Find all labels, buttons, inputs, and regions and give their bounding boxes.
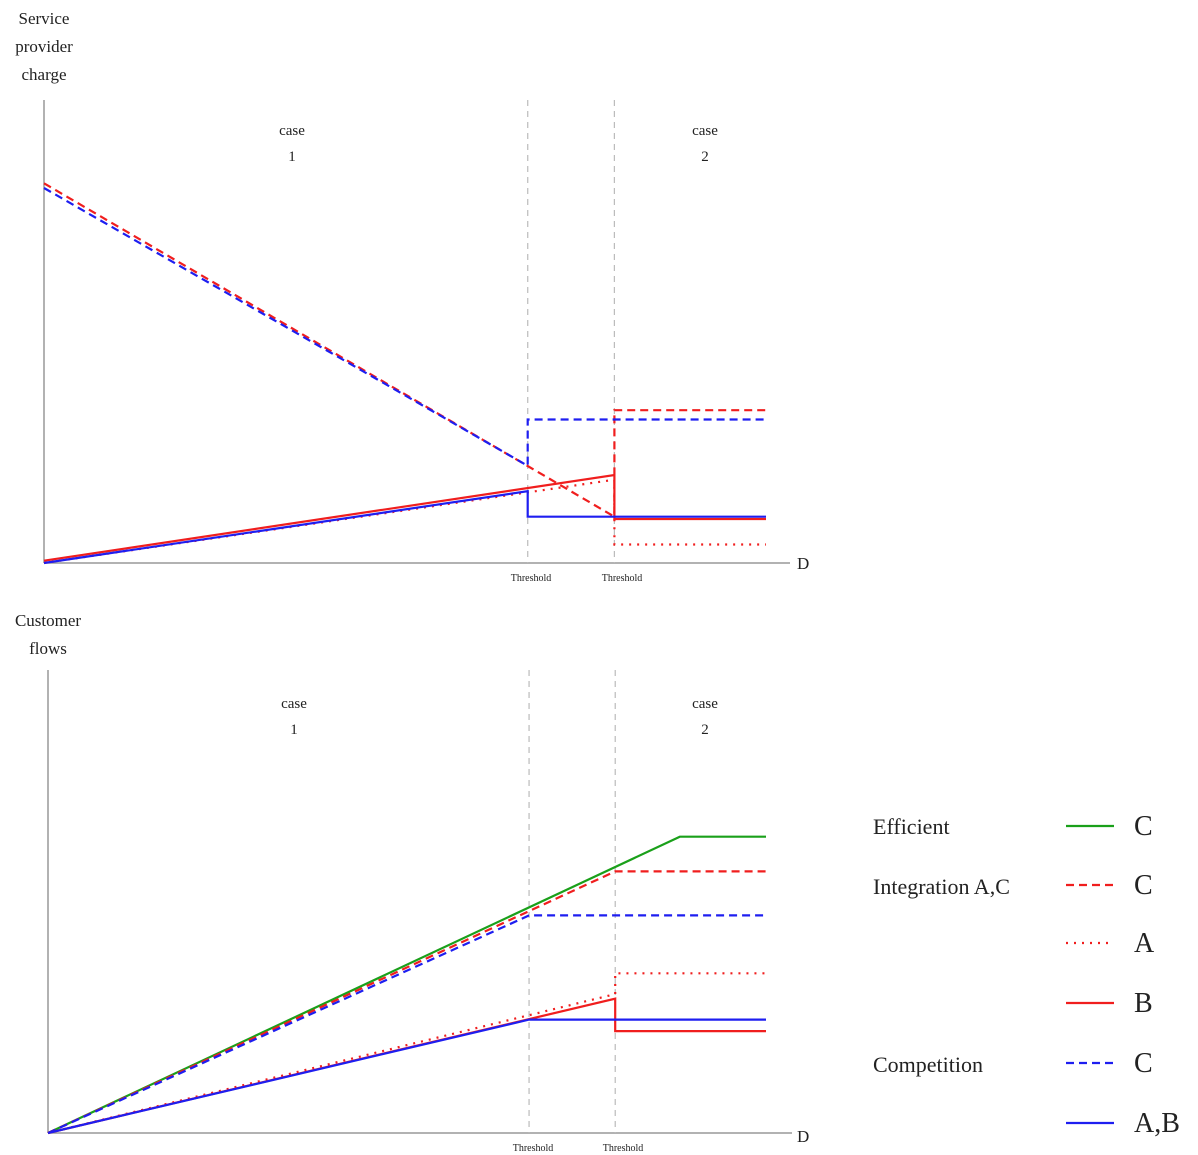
y-axis-label: Customer flows [15, 611, 81, 658]
y-axis-label-line: Customer [15, 611, 81, 630]
threshold-label: Threshold [511, 573, 552, 584]
x-axis-label: D [797, 554, 809, 573]
legend-group-label: Competition [873, 1052, 983, 1077]
case-label: case [692, 123, 718, 139]
legend-group-label: Integration A,C [873, 874, 1010, 899]
series-line [43, 478, 766, 565]
series-line [47, 914, 766, 1135]
case-label: case [692, 696, 718, 712]
legend-entry-label: C [1134, 1048, 1153, 1079]
series-line [43, 182, 766, 519]
series-line [47, 835, 766, 1134]
y-axis-label: Service provider charge [15, 9, 73, 84]
threshold-label: Threshold [602, 573, 643, 584]
case-label: case [281, 696, 307, 712]
y-axis-label-line: provider [15, 37, 73, 56]
series-line [47, 870, 766, 1134]
y-axis-label-line: charge [22, 65, 67, 84]
y-axis-label-line: Service [19, 9, 70, 28]
case-number: 1 [288, 149, 296, 165]
legend-entry-label: B [1134, 988, 1153, 1019]
charge-panel: Service provider charge D case 1 case 2 … [15, 9, 809, 584]
legend-entry-label: A [1134, 928, 1155, 959]
x-axis-label: D [797, 1127, 809, 1146]
case-number: 2 [701, 149, 709, 165]
legend-entry-label: A,B [1134, 1108, 1180, 1139]
threshold-label: Threshold [603, 1143, 644, 1154]
legend-entry-label: C [1134, 870, 1153, 901]
series-line [47, 972, 766, 1135]
case-number: 2 [701, 722, 709, 738]
case-label: case [279, 123, 305, 139]
flows-panel: Customer flows D case 1 case 2 Threshold… [15, 611, 809, 1154]
series-line [43, 489, 766, 565]
legend-group-label: Efficient [873, 814, 950, 839]
y-axis-label-line: flows [29, 639, 67, 658]
case-number: 1 [290, 722, 298, 738]
legend-entry-label: C [1134, 811, 1153, 842]
series-line [47, 1018, 766, 1135]
threshold-label: Threshold [513, 1143, 554, 1154]
series-line [43, 187, 766, 468]
series-line [43, 473, 766, 562]
legend: Efficient Integration A,C Competition CC… [873, 811, 1180, 1139]
